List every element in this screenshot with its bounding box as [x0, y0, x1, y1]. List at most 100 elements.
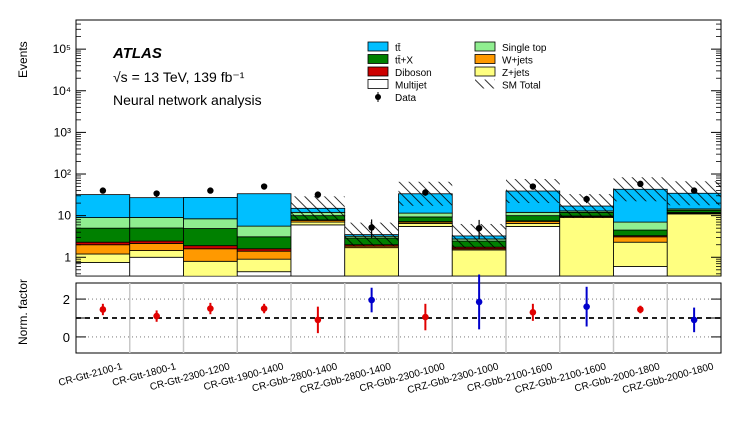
bottom-grid — [76, 283, 721, 353]
norm-factor-point-6 — [422, 314, 429, 321]
bin-4-multijet — [291, 225, 345, 276]
bin-5-zjets — [345, 248, 399, 276]
data-point-6 — [422, 189, 428, 195]
data-point-8 — [530, 183, 536, 189]
bin-8-zjets — [506, 223, 560, 226]
bin-3-zjets — [237, 259, 291, 272]
bin-3-tt — [237, 194, 291, 226]
bin-6-singletop — [399, 213, 453, 217]
top-tick-label: 1 — [64, 250, 71, 264]
top-tick-label: 10² — [54, 167, 71, 181]
bin-3-wjets — [237, 251, 291, 259]
bin-3-singletop — [237, 226, 291, 237]
bin-1-wjets — [130, 243, 184, 250]
y-axis-title-events: Events — [16, 41, 30, 78]
category-labels: CR-Gtt-2100-1CR-Gtt-1800-1CR-Gtt-2300-12… — [57, 361, 715, 396]
bin-8-singletop — [506, 212, 560, 215]
norm-factor-point-11 — [691, 317, 698, 324]
bin-0-ttx — [76, 228, 130, 242]
bin-2-zjets — [184, 261, 238, 276]
bin-1-tt — [130, 198, 184, 218]
analysis-label: Neural network analysis — [113, 92, 262, 108]
data-point-9 — [583, 196, 589, 202]
bin-11-zjets — [667, 214, 721, 276]
data-point-4 — [315, 191, 321, 197]
legend-label: tt̄ — [395, 42, 401, 54]
norm-factor-point-2 — [207, 305, 214, 312]
bin-2-diboson — [184, 246, 238, 249]
legend-swatch — [368, 42, 388, 51]
bin-8-multijet — [506, 226, 560, 276]
legend-label: Multijet — [395, 81, 427, 92]
legend-swatch — [475, 55, 495, 64]
bin-1-singletop — [130, 217, 184, 228]
bin-9-zjets — [560, 218, 614, 276]
top-tick-label: 10³ — [54, 125, 71, 139]
top-tick-label: 10⁴ — [52, 84, 71, 98]
data-point-10 — [637, 181, 643, 187]
bin-3-multijet — [237, 272, 291, 276]
legend-label: Diboson — [395, 68, 432, 79]
legend-label: Single top — [502, 43, 547, 54]
bin-6-zjets — [399, 223, 453, 226]
data-point-11 — [691, 187, 697, 193]
bin-4-zjets — [291, 222, 345, 225]
legend-swatch — [368, 80, 388, 89]
bin-2-tt — [184, 197, 238, 218]
data-point-2 — [207, 187, 213, 193]
legend-label: tt̄+X — [395, 54, 413, 66]
norm-factor-point-3 — [261, 305, 268, 312]
bin-0-multijet — [76, 262, 130, 276]
bin-0-tt — [76, 195, 130, 218]
data-point-1 — [153, 190, 159, 196]
legend-swatch — [475, 42, 495, 51]
experiment-label: ATLAS — [112, 45, 162, 62]
bin-2-ttx — [184, 229, 238, 246]
legend-swatch — [475, 67, 495, 76]
legend-swatch — [368, 67, 388, 76]
bin-6-multijet — [399, 226, 453, 276]
data-point-7 — [476, 225, 482, 231]
bin-1-ttx — [130, 228, 184, 241]
legend-label: SM Total — [502, 81, 541, 92]
bin-0-zjets — [76, 254, 130, 262]
norm-factor-point-8 — [530, 309, 537, 316]
data-point-3 — [261, 183, 267, 189]
top-tick-label: 10⁵ — [53, 42, 71, 56]
bin-2-singletop — [184, 219, 238, 229]
top-tick-label: 10 — [58, 209, 72, 223]
bin-8-ttx — [506, 216, 560, 221]
bin-0-wjets — [76, 245, 130, 254]
bottom-tick-label: 2 — [63, 292, 70, 307]
bin-1-multijet — [130, 257, 184, 276]
bin-6-ttx — [399, 217, 453, 222]
bottom-tick-label: 0 — [63, 330, 70, 345]
bin-10-wjets — [614, 237, 668, 242]
sm-total-band-4 — [291, 196, 345, 220]
legend-label: Data — [395, 93, 417, 104]
bin-7-zjets — [452, 250, 506, 276]
bin-10-ttx — [614, 230, 668, 236]
data-point-5 — [368, 224, 374, 230]
legend-label: W+jets — [502, 56, 533, 67]
y-axis-title-norm-factor: Norm. factor — [16, 279, 30, 345]
norm-factor-point-1 — [153, 313, 160, 320]
bin-3-ttx — [237, 237, 291, 249]
bin-10-multijet — [614, 267, 668, 276]
bin-10-singletop — [614, 222, 668, 230]
bin-2-wjets — [184, 249, 238, 262]
bin-1-zjets — [130, 251, 184, 258]
legend-hatch — [475, 80, 495, 89]
norm-factor-point-0 — [100, 306, 107, 313]
norm-factor-point-5 — [368, 297, 375, 304]
norm-factor-point-10 — [637, 306, 644, 313]
energy-lumi-label: √s = 13 TeV, 139 fb⁻¹ — [113, 69, 245, 85]
bin-10-zjets — [614, 242, 668, 266]
norm-factor-point-4 — [315, 317, 322, 324]
sm-total-band-8 — [506, 179, 560, 203]
data-point-0 — [100, 187, 106, 193]
legend-marker — [375, 94, 381, 100]
